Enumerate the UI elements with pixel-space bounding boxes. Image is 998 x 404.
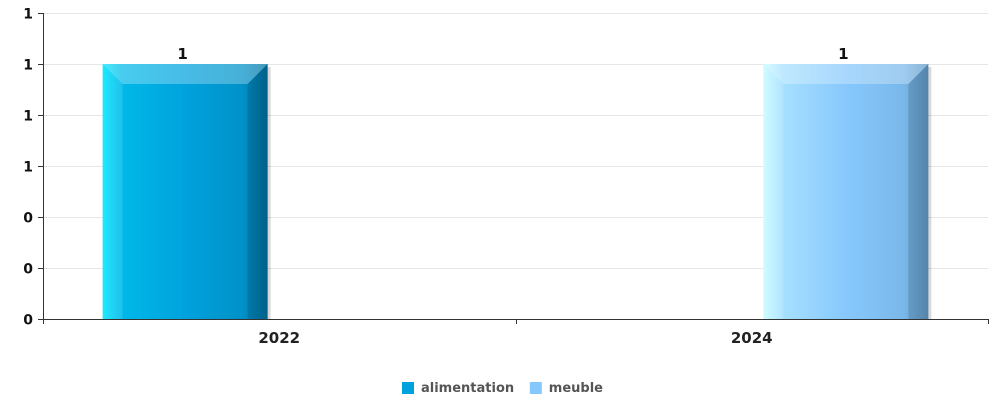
legend-label: meuble: [549, 381, 603, 396]
bar-bevel-right: [247, 64, 268, 319]
y-tick-label: 0: [23, 262, 33, 278]
y-tick-label: 1: [23, 7, 33, 23]
bar-alimentation-2022[interactable]: [102, 64, 271, 319]
legend-swatch: [402, 382, 414, 394]
data-label: 1: [177, 45, 187, 63]
bar-body: [763, 64, 929, 319]
y-tick-label: 1: [23, 109, 33, 125]
legend-item-meuble[interactable]: meuble: [529, 381, 603, 396]
bar-bevel-right: [908, 64, 929, 319]
bar-meuble-2024[interactable]: [763, 64, 932, 319]
data-label: 1: [838, 45, 848, 63]
bar-bevel-top: [763, 64, 929, 84]
y-tick-label: 0: [23, 313, 33, 329]
bar-bevel-left: [102, 64, 123, 319]
bar-bevel-top: [102, 64, 268, 84]
y-tick-label: 0: [23, 211, 33, 227]
bar-bevel-left: [763, 64, 784, 319]
y-tick-label: 1: [23, 58, 33, 74]
legend-item-alimentation[interactable]: alimentation: [402, 381, 514, 396]
bar-body: [102, 64, 268, 319]
legend-swatch: [529, 382, 542, 394]
x-tick-label: 2022: [258, 329, 300, 347]
x-tick-label: 2024: [731, 329, 773, 347]
legend-label: alimentation: [421, 381, 514, 396]
y-tick-label: 1: [23, 160, 33, 176]
